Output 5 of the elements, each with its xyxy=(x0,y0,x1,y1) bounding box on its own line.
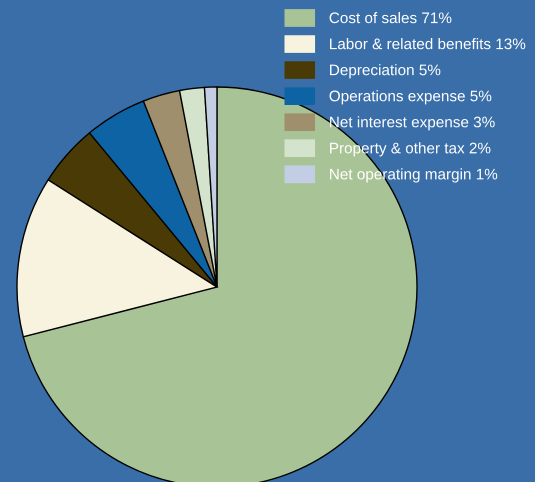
legend-label: Labor & related benefits 13% xyxy=(330,38,526,50)
legend-label: Cost of sales 71% xyxy=(330,12,452,24)
legend-label: Operations expense 5% xyxy=(330,90,492,104)
legend-label: Depreciation 5% xyxy=(330,64,440,78)
legend-label: Net interest expense 3% xyxy=(330,116,495,130)
